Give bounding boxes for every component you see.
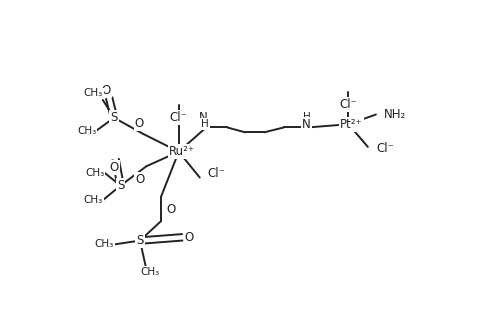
Text: S: S — [117, 179, 124, 192]
Text: N: N — [302, 118, 311, 131]
Text: S: S — [136, 234, 144, 247]
Text: Cl⁻: Cl⁻ — [170, 111, 188, 124]
Text: H: H — [201, 119, 209, 129]
Text: CH₃: CH₃ — [85, 168, 104, 178]
Text: CH₃: CH₃ — [83, 195, 103, 205]
Text: Pt²⁺: Pt²⁺ — [341, 118, 363, 131]
Text: H: H — [302, 112, 310, 122]
Text: O: O — [135, 173, 145, 186]
Text: Ru²⁺: Ru²⁺ — [169, 145, 195, 158]
Text: CH₃: CH₃ — [140, 267, 159, 277]
Text: CH₃: CH₃ — [95, 240, 114, 249]
Text: Cl⁻: Cl⁻ — [208, 167, 226, 180]
Text: O: O — [135, 117, 144, 130]
Text: O: O — [184, 231, 194, 244]
Text: Cl⁻: Cl⁻ — [376, 142, 394, 155]
Text: CH₃: CH₃ — [77, 126, 97, 136]
Text: O: O — [166, 202, 175, 215]
Text: S: S — [110, 111, 118, 124]
Text: O: O — [101, 84, 111, 97]
Text: Cl⁻: Cl⁻ — [340, 98, 357, 111]
Text: O: O — [109, 161, 119, 174]
Text: CH₃: CH₃ — [83, 88, 103, 98]
Text: NH₂: NH₂ — [384, 108, 406, 121]
Text: N: N — [199, 111, 208, 124]
